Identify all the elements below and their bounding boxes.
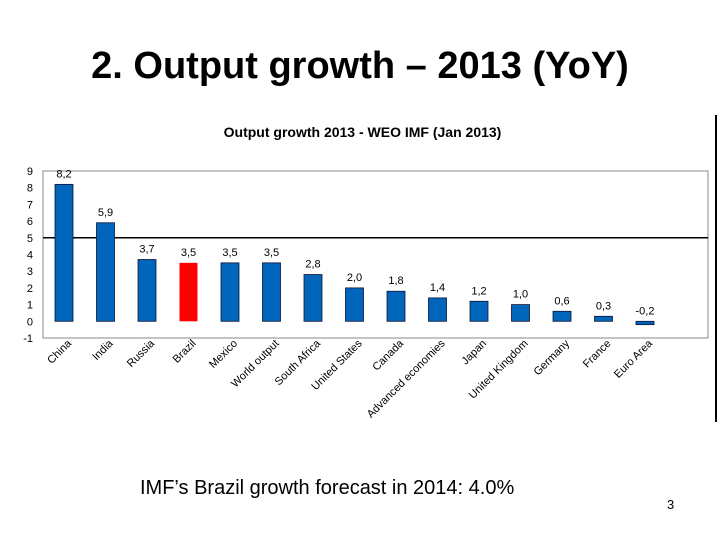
- data-label: 8,2: [56, 168, 71, 180]
- data-label: 0,6: [554, 295, 569, 307]
- bar-germany: [552, 310, 572, 322]
- bar-brazil: [179, 262, 198, 322]
- y-tick-label: 3: [27, 266, 33, 278]
- data-label: 2,8: [305, 259, 320, 271]
- bar-world-output: [262, 262, 281, 322]
- chart-title: Output growth 2013 - WEO IMF (Jan 2013): [223, 124, 502, 140]
- x-tick-label: Canada: [370, 337, 406, 373]
- x-tick-label: China: [45, 337, 74, 366]
- bar-south-africa: [303, 274, 323, 322]
- data-label: 2,0: [347, 272, 362, 284]
- y-tick-label: -1: [23, 333, 33, 345]
- plot-area: [42, 170, 709, 339]
- bar-canada: [386, 290, 406, 322]
- bar-russia: [137, 259, 157, 322]
- bar-advanced-economies: [428, 297, 447, 322]
- bar-mexico: [220, 262, 240, 322]
- bar-japan: [469, 300, 489, 322]
- y-tick-label: 2: [27, 283, 33, 295]
- data-label: 0,3: [596, 300, 611, 312]
- y-tick-label: 4: [27, 250, 33, 262]
- bar-united-states: [345, 287, 364, 322]
- data-label: 3,5: [264, 247, 279, 259]
- bar-united-kingdom: [511, 304, 530, 322]
- data-label: 1,4: [430, 282, 445, 294]
- x-tick-label: Germany: [532, 337, 573, 378]
- data-label: 3,5: [222, 247, 237, 259]
- page-number: 3: [667, 497, 675, 512]
- bar-india: [96, 222, 115, 322]
- y-tick-label: 6: [27, 216, 33, 228]
- x-tick-label: Euro Area: [612, 337, 656, 381]
- x-tick-label: Brazil: [171, 338, 199, 366]
- bar-euro-area: [635, 320, 655, 326]
- x-tick-label: Mexico: [207, 338, 240, 371]
- data-label: 1,8: [388, 275, 403, 287]
- bar-china: [54, 183, 74, 322]
- data-label: 3,5: [181, 247, 196, 259]
- bar-france: [594, 315, 613, 322]
- data-label: -0,2: [636, 305, 655, 317]
- y-tick-label: 7: [27, 199, 33, 211]
- x-tick-label: Japan: [459, 338, 489, 368]
- y-tick-label: 5: [27, 233, 33, 245]
- x-tick-label: Advanced economies: [365, 337, 448, 420]
- y-tick-label: 8: [27, 183, 33, 195]
- data-label: 1,0: [513, 289, 528, 301]
- y-tick-label: 0: [27, 316, 33, 328]
- footer-note: IMF’s Brazil growth forecast in 2014: 4.…: [140, 477, 515, 499]
- x-tick-label: Russia: [125, 337, 158, 370]
- data-label: 3,7: [139, 244, 154, 256]
- data-label: 5,9: [98, 207, 113, 219]
- data-label: 1,2: [471, 285, 486, 297]
- y-tick-label: 9: [27, 166, 33, 178]
- frame-divider: [715, 115, 717, 422]
- x-tick-label: India: [90, 337, 116, 363]
- y-tick-label: 1: [27, 300, 33, 312]
- x-tick-label: France: [581, 338, 614, 371]
- slide-title: 2. Output growth – 2013 (YoY): [91, 45, 629, 87]
